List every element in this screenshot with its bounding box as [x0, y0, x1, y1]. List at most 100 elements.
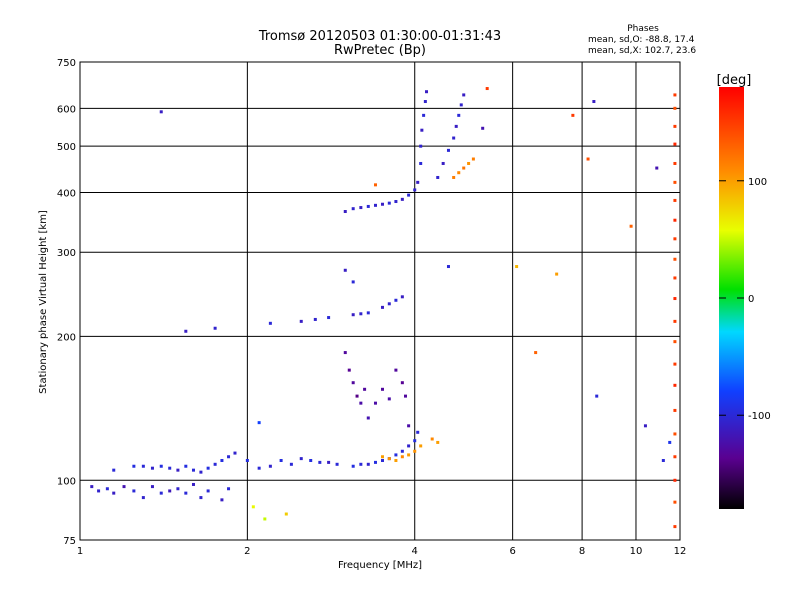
colorbar-tick-label: -100 [748, 411, 771, 422]
data-point [673, 500, 677, 504]
data-point [351, 464, 355, 468]
data-point [481, 126, 485, 130]
data-point [413, 449, 417, 453]
data-point [268, 464, 272, 468]
y-axis-label: Stationary phase Virtual Height [km] [38, 210, 49, 394]
data-point [387, 302, 391, 306]
data-point [419, 161, 423, 165]
data-point [359, 312, 363, 316]
data-point [467, 161, 471, 165]
data-point [462, 166, 466, 170]
series-0 [90, 482, 231, 502]
data-point [184, 464, 188, 468]
data-point [673, 408, 677, 412]
data-point [299, 457, 303, 461]
data-point [351, 207, 355, 211]
data-point [141, 464, 145, 468]
data-point [419, 144, 423, 148]
data-point [673, 124, 677, 128]
series-6 [436, 93, 466, 179]
data-point [673, 432, 677, 436]
data-point [413, 439, 417, 443]
colorbar-ticks: 100 0 -100 [719, 177, 771, 422]
data-point [673, 198, 677, 202]
data-point [289, 462, 293, 466]
data-point [454, 124, 458, 128]
data-point [206, 489, 210, 493]
data-point [318, 460, 322, 464]
data-point [257, 466, 261, 470]
y-tick-label: 500 [57, 142, 76, 153]
data-point [112, 468, 116, 472]
series-2 [343, 351, 411, 428]
y-tick-label: 750 [57, 58, 76, 69]
data-point [176, 468, 180, 472]
data-point [394, 368, 398, 372]
data-point [394, 200, 398, 204]
data-point [673, 276, 677, 280]
data-point [413, 188, 417, 192]
series-3 [380, 437, 440, 462]
data-point [673, 362, 677, 366]
data-point [279, 458, 283, 462]
data-point [400, 295, 404, 299]
data-point [673, 257, 677, 261]
data-point [436, 440, 440, 444]
data-point [643, 424, 647, 428]
data-point [485, 87, 489, 91]
data-points [90, 87, 677, 529]
data-point [343, 268, 347, 272]
grid-lines [80, 62, 680, 540]
data-point [380, 202, 384, 206]
x-tick-label: 10 [630, 546, 643, 557]
data-point [380, 455, 384, 459]
data-point [446, 148, 450, 152]
series-5 [343, 90, 429, 214]
phases-stat-o: mean, sd,O: -88.8, 17.4 [588, 35, 695, 45]
data-point [359, 462, 363, 466]
data-point [351, 381, 355, 385]
data-point [515, 265, 519, 269]
data-point [459, 103, 463, 107]
data-point [380, 458, 384, 462]
data-point [394, 298, 398, 302]
data-point [457, 171, 461, 175]
data-point [534, 351, 538, 355]
data-point [387, 201, 391, 205]
data-point [284, 512, 288, 516]
data-point [407, 424, 411, 428]
data-point [673, 297, 677, 301]
data-point [347, 368, 351, 372]
data-point [351, 280, 355, 284]
data-point [122, 485, 126, 489]
colorbar-tick-label: 0 [748, 294, 754, 305]
data-point [595, 394, 599, 398]
data-point [327, 460, 331, 464]
data-point [387, 397, 391, 401]
data-point [245, 458, 249, 462]
y-tick-label: 300 [57, 248, 76, 259]
series-8 [112, 87, 672, 521]
plot-frame [79, 61, 681, 541]
data-point [555, 272, 559, 276]
phases-stat-x: mean, sd,X: 102.7, 23.6 [588, 46, 696, 56]
data-point [150, 485, 154, 489]
series-4 [184, 295, 404, 333]
data-point [446, 265, 450, 269]
data-point [407, 453, 411, 457]
data-point [373, 183, 377, 187]
data-point [112, 491, 116, 495]
y-tick-label: 100 [57, 476, 76, 487]
data-point [313, 317, 317, 321]
data-point [343, 210, 347, 214]
data-point [257, 421, 261, 425]
data-point [168, 466, 172, 470]
data-point [629, 224, 633, 228]
data-point [150, 466, 154, 470]
data-point [176, 487, 180, 491]
data-point [220, 458, 224, 462]
chart-title: Tromsø 20120503 01:30:00-01:31:43 [258, 29, 501, 44]
data-point [366, 311, 370, 315]
series-1 [132, 430, 420, 474]
